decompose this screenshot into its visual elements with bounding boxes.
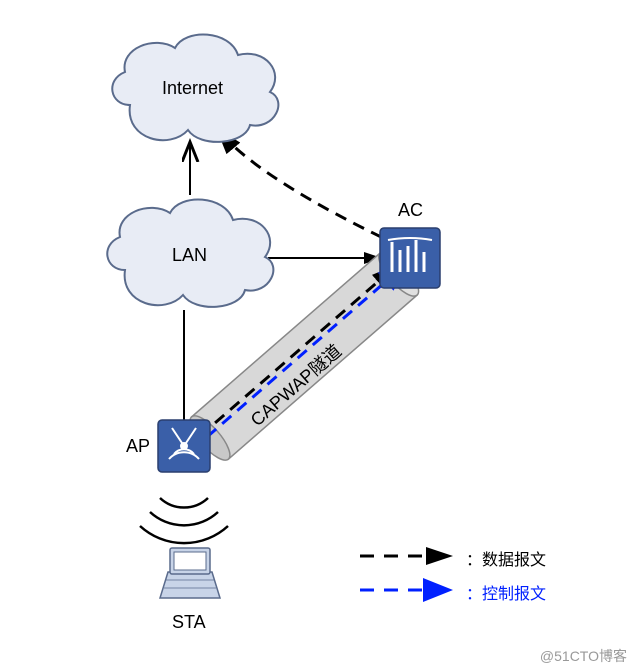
watermark: @51CTO博客 bbox=[540, 646, 627, 666]
lan-label: LAN bbox=[172, 245, 207, 266]
wifi-waves-icon bbox=[140, 498, 228, 543]
sta-laptop-icon bbox=[160, 548, 220, 598]
ac-label: AC bbox=[398, 200, 423, 221]
sta-label: STA bbox=[172, 612, 206, 633]
ac-device bbox=[380, 228, 440, 288]
legend-data-label: ：数据报文 bbox=[466, 546, 546, 570]
ap-device bbox=[158, 420, 210, 472]
legend-control-label: ：控制报文 bbox=[466, 580, 546, 604]
ap-label: AP bbox=[126, 436, 150, 457]
internet-label: Internet bbox=[162, 78, 223, 99]
